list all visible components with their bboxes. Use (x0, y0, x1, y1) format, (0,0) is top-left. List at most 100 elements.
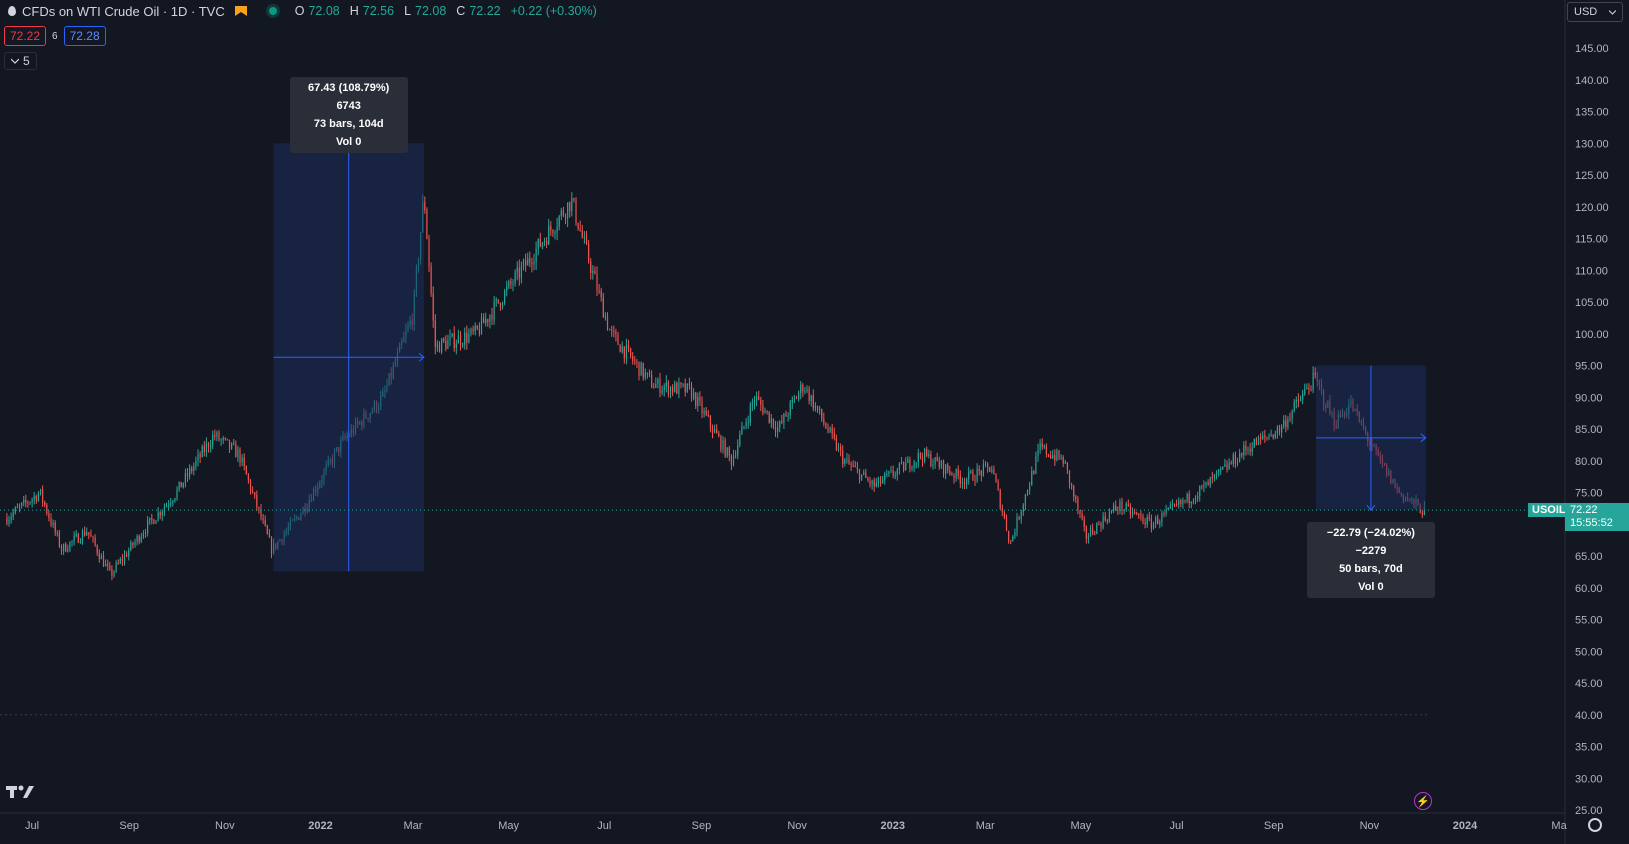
candle-body (98, 553, 100, 560)
candle-body (1207, 481, 1209, 486)
currency-label: USD (1574, 6, 1598, 18)
time-axis[interactable]: Jul Sep Nov 2022 Mar May Jul Sep Nov 2023 Mar May Ju… (25, 820, 1568, 832)
candle-body (1310, 389, 1312, 391)
candle-body (63, 544, 65, 551)
candle-body (697, 396, 699, 407)
candle-body (795, 397, 798, 399)
candle-body (201, 446, 203, 458)
candle-body (955, 469, 957, 478)
candle-body (657, 379, 659, 385)
candle-body (743, 425, 745, 427)
candle-body (659, 379, 661, 393)
candle-body (1270, 434, 1272, 437)
candle-body (936, 457, 938, 462)
candle-body (1047, 454, 1050, 456)
candle-body (235, 444, 237, 458)
candle-body (903, 462, 905, 471)
candle-body (1253, 438, 1255, 448)
candle-body (522, 260, 525, 267)
candle-body (961, 482, 964, 484)
candle-body (472, 328, 474, 332)
symbol-title[interactable]: CFDs on WTI Crude Oil · 1D · TVC (22, 3, 225, 19)
candle-body (510, 281, 512, 285)
low-label: L (404, 4, 412, 18)
candle-body (231, 443, 233, 449)
candle-body (1224, 464, 1226, 467)
candle-body (1241, 453, 1243, 456)
sell-button[interactable]: 72.22 (4, 26, 47, 46)
candle-body (1186, 493, 1188, 501)
price-axis[interactable]: 145.00 140.00 135.00 130.00 125.00 120.00 115.… (1575, 43, 1609, 817)
candle-body (569, 202, 571, 212)
candle-body (1239, 453, 1241, 463)
candle-body (1108, 512, 1111, 521)
candle-body (732, 455, 735, 465)
buy-button[interactable]: 72.28 (63, 26, 106, 46)
measure-arrow-icon (418, 352, 425, 362)
candle-body (911, 467, 913, 469)
market-status-icon[interactable] (268, 7, 277, 15)
candle-body (165, 505, 168, 508)
candle-body (1182, 500, 1184, 504)
candle-body (159, 512, 161, 516)
candle-body (485, 319, 487, 324)
candle-body (170, 503, 172, 505)
candle-body (1100, 523, 1102, 528)
measure-tooltip-2: −22.79 (−24.02%) −2279 50 bars, 70d Vol … (1306, 522, 1435, 599)
candle-body (153, 519, 155, 524)
time-tick-label: Jul (25, 820, 39, 832)
candle-body (1140, 514, 1142, 517)
measure-change: 67.43 (108.79%) 6743 (308, 82, 390, 113)
low-value: 72.08 (415, 4, 447, 18)
gear-icon[interactable] (1588, 818, 1602, 832)
candle-body (457, 335, 460, 344)
candle-body (504, 290, 506, 304)
lightning-icon[interactable]: ⚡ (1414, 792, 1432, 810)
candle-body (888, 471, 890, 474)
candle-body (827, 428, 829, 432)
candle-body (812, 395, 814, 409)
candle-body (1058, 450, 1060, 459)
candle-body (900, 462, 903, 464)
candle-body (18, 505, 21, 508)
currency-select[interactable]: USD (1567, 2, 1623, 22)
candle-body (737, 445, 739, 456)
time-tick-label: 2023 (880, 820, 904, 832)
candle-body (121, 559, 124, 561)
candle-body (915, 462, 917, 464)
candle-body (533, 261, 535, 265)
candle-body (980, 470, 982, 476)
candle-body (1106, 520, 1108, 522)
candle-body (1234, 454, 1237, 465)
candle-body (1169, 505, 1171, 508)
measure-ranges (273, 142, 1427, 572)
candle-body (1041, 443, 1043, 448)
candle-body (833, 433, 835, 438)
candle-body (768, 411, 770, 423)
candle-body (541, 242, 544, 247)
candle-body (1201, 486, 1203, 488)
price-tick-label: 115.00 (1575, 234, 1608, 246)
candle-body (176, 489, 178, 499)
candle-body (1295, 399, 1297, 403)
candle-body (546, 240, 548, 245)
indicators-toggle[interactable]: 5 (4, 52, 37, 70)
candle-body (107, 563, 109, 566)
candle-body (1308, 387, 1310, 390)
candle-body (953, 474, 955, 478)
candle-body (489, 315, 491, 322)
candle-body (1247, 448, 1249, 450)
tradingview-logo-icon[interactable] (6, 785, 34, 799)
candle-body (1148, 516, 1150, 519)
candle-body (1045, 445, 1048, 455)
candle-body (476, 325, 478, 329)
candle-body (1184, 500, 1186, 502)
candle-body (449, 336, 451, 341)
candle-body (705, 410, 707, 415)
candle-body (896, 469, 898, 476)
flag-icon[interactable] (234, 6, 247, 16)
candle-body (1131, 511, 1134, 515)
candle-body (539, 238, 541, 247)
candle-body (575, 200, 577, 223)
